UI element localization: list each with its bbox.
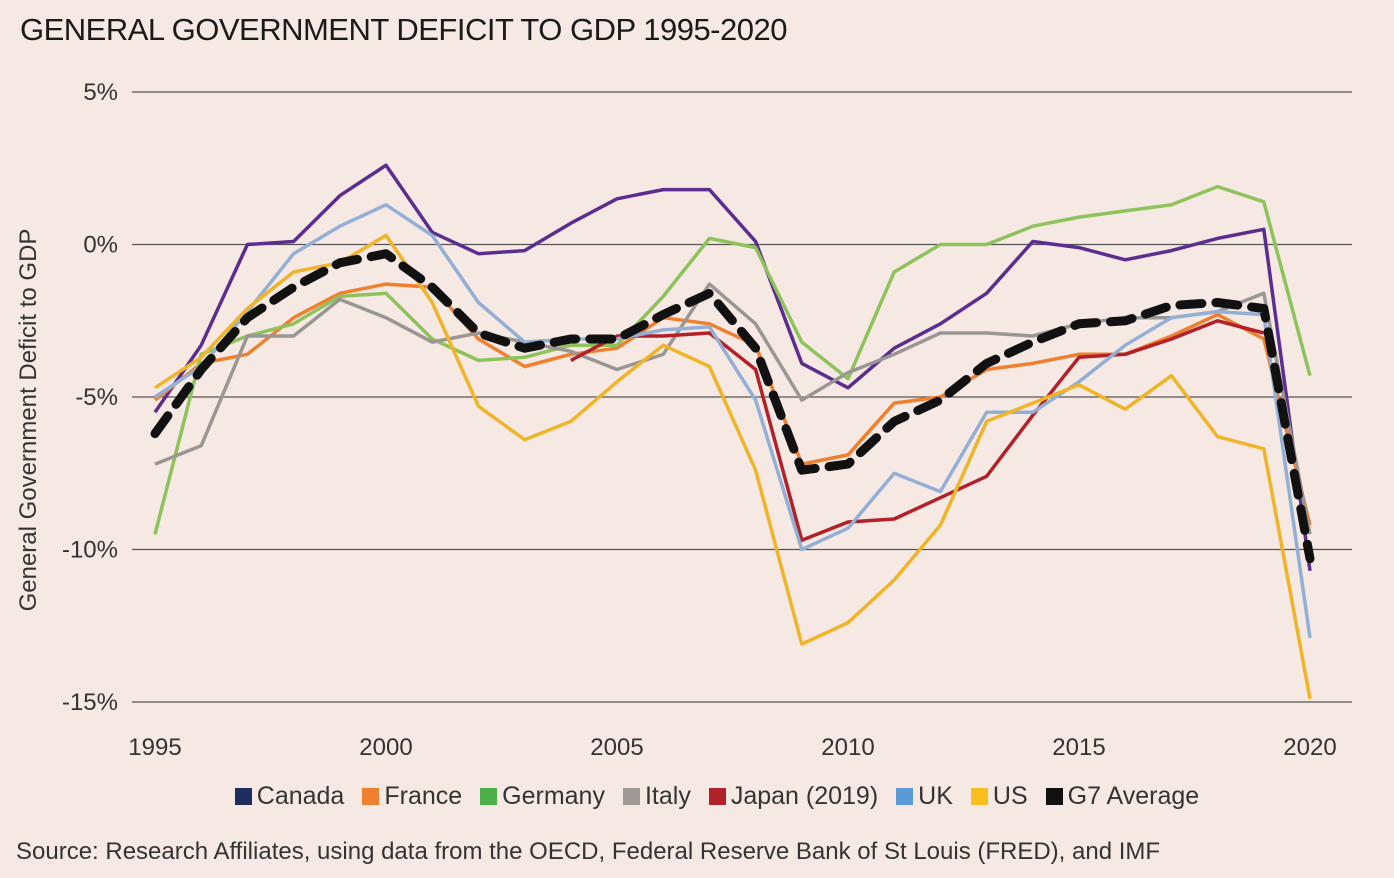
series-line-japan-2019 — [569, 319, 1265, 543]
chart-title: GENERAL GOVERNMENT DEFICIT TO GDP 1995-2… — [20, 12, 787, 47]
legend-item: G7 Average — [1045, 782, 1200, 811]
y-tick-label: -10% — [62, 537, 118, 564]
legend-label: Canada — [256, 782, 345, 810]
legend-item: Germany — [480, 782, 605, 811]
legend-swatch — [622, 788, 640, 805]
series-line-g7-average — [150, 249, 1315, 564]
y-axis-label: General Government Deficit to GDP — [15, 229, 42, 612]
y-tick-label: 0% — [83, 232, 118, 259]
gridlines — [132, 91, 1352, 703]
legend-label: US — [992, 782, 1028, 810]
legend-swatch — [708, 788, 726, 805]
legend-swatch — [480, 788, 498, 805]
legend-swatch — [1045, 788, 1063, 805]
legend-label: G7 Average — [1067, 782, 1200, 810]
source-note: Source: Research Affiliates, using data … — [16, 838, 1161, 865]
series-line-canada — [153, 163, 1312, 572]
legend-label: Japan (2019) — [730, 782, 879, 810]
y-axis-ticks: 5% 0% -5% -10% -15% — [62, 79, 118, 716]
x-tick-label: 2015 — [1052, 734, 1105, 761]
legend-swatch — [896, 788, 914, 805]
legend-item: Japan (2019) — [708, 782, 879, 811]
legend-swatch — [970, 788, 988, 805]
legend-label: UK — [918, 782, 953, 810]
x-tick-label: 2010 — [821, 734, 874, 761]
x-axis-ticks: 1995 2000 2005 2010 2015 2020 — [128, 734, 1336, 761]
legend-label: Germany — [502, 782, 605, 810]
legend-swatch — [234, 788, 252, 805]
x-tick-label: 2020 — [1283, 734, 1336, 761]
series-line-germany — [153, 184, 1312, 535]
legend-item: France — [362, 782, 462, 811]
legend-item: US — [970, 782, 1028, 811]
series-lines — [150, 163, 1315, 700]
series-line-uk — [154, 203, 1312, 639]
legend-label: Italy — [644, 782, 691, 810]
y-tick-label: -5% — [75, 384, 118, 411]
x-tick-label: 1995 — [128, 734, 181, 761]
legend-item: Canada — [234, 782, 345, 811]
legend-label: France — [384, 782, 463, 810]
y-tick-label: -15% — [62, 689, 118, 716]
legend-item: Italy — [622, 782, 691, 811]
legend-item: UK — [896, 782, 953, 811]
y-tick-label: 5% — [83, 79, 118, 106]
x-tick-label: 2005 — [590, 734, 643, 761]
x-tick-label: 2000 — [359, 734, 412, 761]
legend: Canada France Germany Italy Japan (2019) UK US… — [0, 782, 1394, 811]
legend-swatch — [362, 788, 380, 805]
